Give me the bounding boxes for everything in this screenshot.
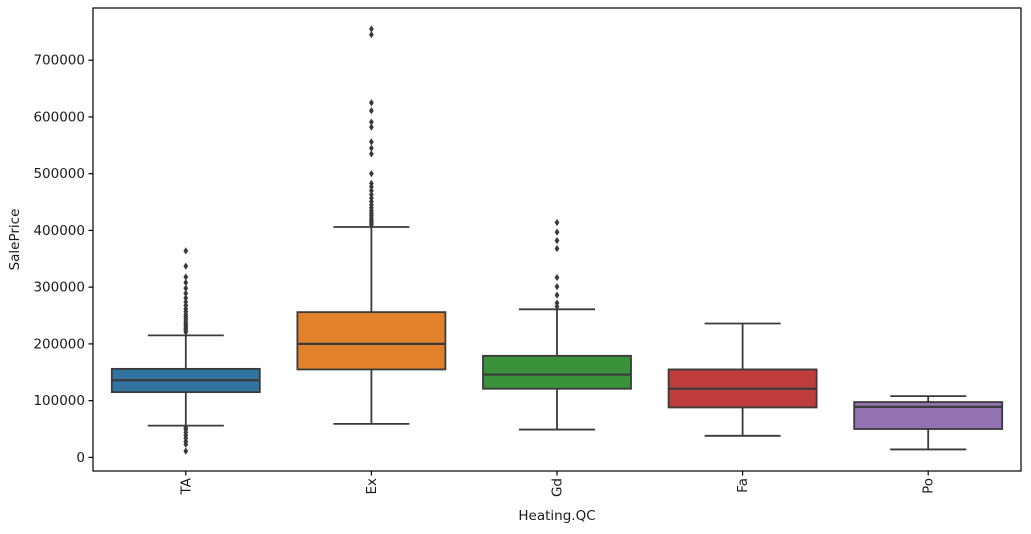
outlier-ex xyxy=(369,191,374,199)
y-tick-label: 200000 xyxy=(33,336,85,352)
outlier-ta xyxy=(183,262,189,270)
outlier-gd xyxy=(554,273,560,282)
x-tick-label-gd: Gd xyxy=(550,478,566,497)
outlier-ex xyxy=(369,170,374,178)
outlier-ex xyxy=(369,107,374,115)
outlier-ta xyxy=(183,424,189,432)
outlier-ta xyxy=(183,447,189,455)
y-tick-label: 100000 xyxy=(33,393,85,409)
x-tick-label-po: Po xyxy=(921,478,937,494)
outlier-gd xyxy=(554,244,560,253)
outlier-ta xyxy=(183,284,189,292)
outlier-ex xyxy=(369,144,374,152)
axes-frame xyxy=(92,7,1022,472)
y-tick-label: 300000 xyxy=(33,280,85,296)
x-tick-label-fa: Fa xyxy=(735,478,751,493)
outlier-ex xyxy=(369,99,374,107)
x-tick-label-ta: TA xyxy=(178,477,194,495)
outlier-ta xyxy=(183,279,189,287)
outlier-ta xyxy=(183,298,189,306)
box-ex xyxy=(296,311,447,371)
box-gd xyxy=(482,354,632,390)
outlier-ta xyxy=(183,294,189,302)
x-axis-label: Heating.QC xyxy=(518,508,595,524)
outlier-ex xyxy=(369,31,374,39)
y-axis-label: SalePrice xyxy=(7,209,23,271)
outlier-gd xyxy=(554,291,560,299)
y-tick-label: 500000 xyxy=(33,166,85,182)
outlier-ta xyxy=(183,247,189,255)
outlier-ex xyxy=(369,179,374,187)
outlier-ta xyxy=(183,273,189,281)
outlier-ex xyxy=(369,138,374,146)
y-tick-label: 700000 xyxy=(33,53,85,69)
y-tick-label: 0 xyxy=(76,450,85,466)
x-tick-label-ex: Ex xyxy=(364,478,380,495)
outlier-ex xyxy=(369,25,374,33)
outlier-ex xyxy=(369,118,374,126)
outlier-ex xyxy=(369,123,374,131)
outlier-gd xyxy=(554,228,560,236)
outlier-gd xyxy=(554,299,560,307)
outlier-ta xyxy=(183,289,189,298)
outlier-gd xyxy=(554,282,560,291)
plot-area: 0 100000 200000 300000 400000 500000 600000 700… xyxy=(33,7,1022,497)
outlier-gd xyxy=(554,237,560,245)
y-tick-label: 400000 xyxy=(33,223,85,239)
outlier-gd xyxy=(554,218,560,227)
outlier-ex xyxy=(369,150,374,158)
outlier-ex xyxy=(369,187,374,195)
y-tick-label: 600000 xyxy=(33,109,85,125)
